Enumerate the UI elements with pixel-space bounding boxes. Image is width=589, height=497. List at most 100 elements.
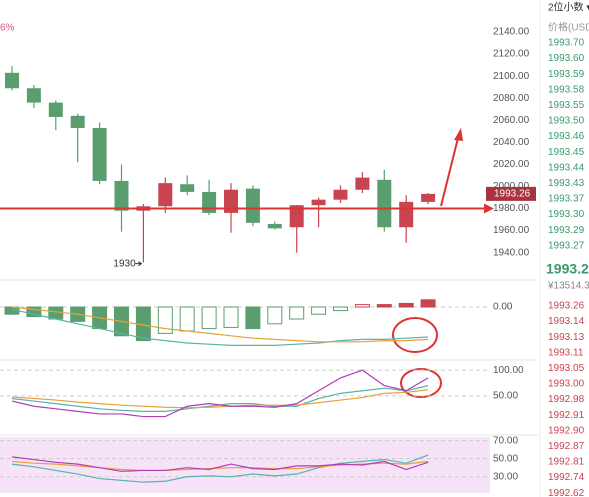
candle-body <box>289 205 304 228</box>
ask-price: 1993.55 <box>548 100 585 111</box>
y-tick-label: 1960.00 <box>493 225 530 236</box>
bid-price: 1992.81 <box>548 457 585 468</box>
ask-price: 1993.45 <box>548 147 585 158</box>
bid-price: 1993.13 <box>548 332 585 343</box>
indicator-line <box>11 306 429 343</box>
ask-price: 1993.37 <box>548 194 585 205</box>
arrow-head <box>484 203 494 214</box>
fiat-price: ¥13514.3 <box>547 281 589 292</box>
histogram-bar <box>267 306 283 325</box>
arrow-head <box>454 128 463 141</box>
price-header: 价格(USDT <box>548 21 589 34</box>
y-tick-label: 2020.00 <box>493 159 530 170</box>
corner-label: 6% <box>0 23 15 34</box>
histogram-bar <box>354 304 370 308</box>
low-annotation: 1930 <box>113 258 136 269</box>
candle-body <box>48 102 63 117</box>
y-tick-label: 100.00 <box>493 365 524 376</box>
histogram-bar <box>311 306 327 315</box>
y-tick-label: 70.00 <box>493 435 518 446</box>
bid-price: 1993.11 <box>548 347 584 358</box>
histogram-bar <box>398 302 414 308</box>
candle-body <box>355 177 370 190</box>
candle-body <box>399 201 414 228</box>
y-tick-label: 2140.00 <box>493 27 530 38</box>
y-tick-label: 2080.00 <box>493 93 530 104</box>
indicator-line <box>11 454 429 483</box>
highlight-circle <box>392 317 438 353</box>
bid-price: 1992.90 <box>548 425 585 436</box>
y-tick-label: 1980.00 <box>493 203 530 214</box>
last-price: 1993.2 <box>546 261 589 277</box>
bid-price: 1992.74 <box>548 472 585 483</box>
last-price-box <box>486 186 536 201</box>
histogram-bar <box>157 306 173 334</box>
indicator-line <box>11 460 429 472</box>
ask-price: 1993.29 <box>548 225 585 236</box>
histogram-bar <box>223 306 239 328</box>
histogram-bar <box>26 306 42 318</box>
bid-price: 1993.14 <box>548 316 585 327</box>
drawn-arrow <box>440 133 460 207</box>
ask-price: 1993.50 <box>548 116 585 127</box>
histogram-bar <box>289 306 305 320</box>
indicator-line <box>11 369 429 418</box>
y-tick-label: 30.00 <box>493 471 518 482</box>
candle-body <box>421 193 436 202</box>
highlight-circle <box>400 368 442 398</box>
bid-price: 1993.26 <box>548 301 585 312</box>
annotation-arrow <box>135 261 143 267</box>
y-tick-label: 50.00 <box>493 453 518 464</box>
candle-body <box>311 199 326 206</box>
indicator-line <box>11 308 429 346</box>
candle-body <box>267 223 282 229</box>
y-tick-label: 2060.00 <box>493 115 530 126</box>
candle-body <box>333 189 348 200</box>
ask-price: 1993.30 <box>548 209 585 220</box>
indicator-line <box>11 456 429 472</box>
histogram-bar <box>376 304 392 308</box>
candle-body <box>158 183 173 207</box>
candle-body <box>180 184 195 192</box>
candle-body <box>70 115 85 128</box>
candle-body <box>114 180 129 211</box>
y-tick-label: 2100.00 <box>493 71 530 82</box>
bid-price: 1992.62 <box>548 488 585 497</box>
ask-price: 1993.27 <box>548 240 585 251</box>
ask-price: 1993.60 <box>548 53 585 64</box>
indicator-line <box>11 389 429 409</box>
candle-body <box>26 88 41 103</box>
ask-price: 1993.46 <box>548 131 585 142</box>
ask-price: 1993.58 <box>548 84 585 95</box>
y-tick-label: 0.00 <box>493 302 513 313</box>
last-price-label: 1993.26 <box>494 189 531 200</box>
y-tick-label: 2040.00 <box>493 137 530 148</box>
bid-price: 1992.87 <box>548 441 585 452</box>
candle-body <box>5 72 19 89</box>
candle-body <box>224 189 238 213</box>
candle-body <box>92 127 107 181</box>
ask-price: 1993.43 <box>548 178 585 189</box>
histogram-bar <box>201 306 217 330</box>
bid-price: 1992.98 <box>548 394 585 405</box>
histogram-bar <box>245 306 261 330</box>
candle-body <box>377 179 392 228</box>
y-tick-label: 1940.00 <box>493 247 530 258</box>
y-tick-label: 50.00 <box>493 391 518 402</box>
y-tick-label: 2000.00 <box>493 181 530 192</box>
ask-price: 1993.59 <box>548 69 585 80</box>
bid-price: 1992.91 <box>548 410 585 421</box>
ask-price: 1993.70 <box>548 38 585 49</box>
candle-body <box>245 188 260 223</box>
bid-price: 1993.00 <box>548 379 585 390</box>
ask-price: 1993.44 <box>548 162 585 173</box>
histogram-bar <box>420 299 436 308</box>
bid-price: 1993.05 <box>548 363 585 374</box>
precision-select[interactable]: 2位小数 ▾ <box>548 1 589 14</box>
histogram-bar <box>333 306 348 312</box>
candle-body <box>202 191 217 213</box>
y-tick-label: 2120.00 <box>493 49 530 60</box>
histogram-bar <box>48 306 64 320</box>
histogram-bar <box>179 306 195 332</box>
